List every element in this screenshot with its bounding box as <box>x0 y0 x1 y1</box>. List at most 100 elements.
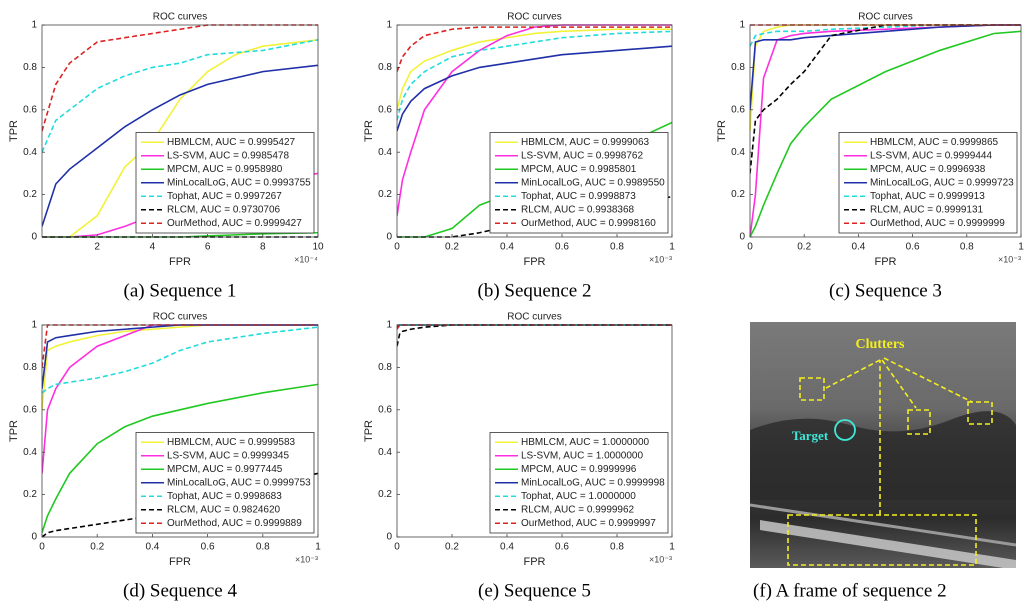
x-axis-label: FPR <box>524 256 546 268</box>
y-tick-label: 0.4 <box>378 447 392 458</box>
target-label: Target <box>792 428 829 443</box>
series-line <box>750 24 1021 47</box>
axes-box <box>396 24 673 238</box>
caption: (e) Sequence 5 <box>478 580 591 601</box>
y-axis-label: TPR <box>363 120 375 142</box>
legend-label: HBMLCM, AUC = 0.9999063 <box>521 137 650 148</box>
y-tick-label: 0.4 <box>378 147 392 158</box>
y-tick-label: 1 <box>386 320 392 331</box>
legend-label: LS-SVM, AUC = 0.9998762 <box>521 150 643 161</box>
legend-label: OurMethod, AUC = 0.9999889 <box>167 518 302 529</box>
legend-label: MinLocalLoG, AUC = 0.9999723 <box>870 177 1014 188</box>
legend-label: OurMethod, AUC = 0.9999999 <box>870 218 1005 229</box>
series-line <box>42 39 318 153</box>
legend: HBMLCM, AUC = 0.9995427 LS-SVM, AUC = 0.9… <box>135 132 315 234</box>
legend-label: HBMLCM, AUC = 0.9995427 <box>167 137 296 148</box>
legend-label: Tophat, AUC = 1.0000000 <box>521 491 636 502</box>
y-tick-label: 0.4 <box>731 147 745 158</box>
legend-label: MinLocalLoG, AUC = 0.9999998 <box>521 477 665 488</box>
series-line <box>42 472 318 538</box>
x-tick-label: 0.2 <box>445 542 459 553</box>
y-axis-label: TPR <box>716 120 728 142</box>
y-tick-label: 0.6 <box>731 104 745 115</box>
legend: HBMLCM, AUC = 0.9999865 LS-SVM, AUC = 0.9… <box>838 132 1018 234</box>
legend-label: RLCM, AUC = 0.9938368 <box>521 204 635 215</box>
caption: (b) Sequence 2 <box>478 280 592 301</box>
y-axis-label: TPR <box>8 120 20 142</box>
axes-box <box>749 24 1022 238</box>
legend-label: LS-SVM, AUC = 1.0000000 <box>521 450 643 461</box>
legend-label: MinLocalLoG, AUC = 0.9999753 <box>167 477 311 488</box>
x-tick-label: 0.2 <box>90 542 104 553</box>
x-tick-label: 0.2 <box>797 242 811 253</box>
series-line <box>42 64 318 227</box>
y-tick-label: 0 <box>31 232 37 243</box>
legend-label: MPCM, AUC = 0.9999996 <box>521 464 637 475</box>
clutters-label: Clutters <box>856 337 906 352</box>
y-tick-label: 1 <box>386 20 392 31</box>
legend-box <box>135 432 315 534</box>
y-tick-label: 1 <box>31 20 37 31</box>
series-line <box>397 30 672 121</box>
axes-box <box>41 24 319 238</box>
y-tick-label: 0 <box>739 232 745 243</box>
y-tick-label: 0.4 <box>23 447 37 458</box>
legend-label: Tophat, AUC = 0.9997267 <box>167 191 282 202</box>
image-frame: Clutters Target <box>750 322 1016 568</box>
y-tick-label: 1 <box>739 20 745 31</box>
y-tick-label: 0.2 <box>23 489 37 500</box>
legend-label: MinLocalLoG, AUC = 0.9989550 <box>521 177 665 188</box>
chart: 0 0.2 0.4 0.6 0.8 1 2 4 6 8 10 ROC curves FPR TPR ×10⁻… <box>8 12 324 302</box>
x-tick-label: 0.6 <box>555 242 569 253</box>
road <box>760 520 1016 568</box>
y-tick-label: 0.2 <box>378 489 392 500</box>
y-tick-label: 0.8 <box>378 62 392 73</box>
legend-box <box>489 432 669 534</box>
x-multiplier: ×10⁻³ <box>649 554 672 564</box>
x-tick-label: 0 <box>394 542 400 553</box>
y-tick-label: 0.6 <box>378 404 392 415</box>
x-tick-label: 0.6 <box>201 542 215 553</box>
legend: HBMLCM, AUC = 0.9999583 LS-SVM, AUC = 0.9… <box>135 432 315 534</box>
legend-label: MPCM, AUC = 0.9985801 <box>521 164 637 175</box>
chart: 0 0.2 0.4 0.6 0.8 1 0 0.2 0.4 0.6 0.8 1 ROC curves FP… <box>8 312 321 602</box>
y-tick-label: 0.8 <box>23 62 37 73</box>
x-multiplier: ×10⁻⁴ <box>294 254 318 264</box>
series-line <box>42 383 318 534</box>
x-tick-label: 0.8 <box>610 542 624 553</box>
x-axis-label: FPR <box>524 556 546 568</box>
y-tick-label: 0.8 <box>23 362 37 373</box>
legend-box <box>135 132 315 234</box>
tree-line <box>750 411 1016 500</box>
chart: 0 0.2 0.4 0.6 0.8 1 0 0.2 0.4 0.6 0.8 1 ROC curves FP… <box>363 12 675 302</box>
y-tick-label: 0.2 <box>23 189 37 200</box>
y-tick-label: 0 <box>386 532 392 543</box>
x-axis-label: FPR <box>169 556 191 568</box>
chart-title: ROC curves <box>507 312 561 323</box>
legend: HBMLCM, AUC = 0.9999063 LS-SVM, AUC = 0.9… <box>489 132 669 234</box>
chart-title: ROC curves <box>153 312 207 323</box>
road-edge <box>750 503 1016 547</box>
axes-box <box>41 324 319 538</box>
legend-label: RLCM, AUC = 0.9730706 <box>167 204 281 215</box>
x-tick-label: 0.8 <box>960 242 974 253</box>
chart-title: ROC curves <box>858 12 912 23</box>
series-line <box>750 24 1021 174</box>
y-tick-label: 0.6 <box>23 404 37 415</box>
x-tick-label: 0 <box>39 542 45 553</box>
target-circle <box>834 419 856 441</box>
series-line <box>750 30 1021 238</box>
y-axis-label: TPR <box>8 420 20 442</box>
legend-label: MPCM, AUC = 0.9977445 <box>167 464 283 475</box>
x-tick-label: 0.8 <box>256 542 270 553</box>
y-tick-label: 0.8 <box>378 362 392 373</box>
chart: 0 0.2 0.4 0.6 0.8 1 0 0.2 0.4 0.6 0.8 1 ROC curves FP… <box>716 12 1024 302</box>
x-tick-label: 0.6 <box>906 242 920 253</box>
x-tick-label: 0.2 <box>445 242 459 253</box>
caption: (d) Sequence 4 <box>123 580 237 601</box>
legend-label: MPCM, AUC = 0.9996938 <box>870 164 986 175</box>
x-tick-label: 1 <box>669 542 675 553</box>
x-tick-label: 1 <box>669 242 675 253</box>
x-tick-label: 1 <box>315 542 321 553</box>
y-tick-label: 0.2 <box>731 189 745 200</box>
